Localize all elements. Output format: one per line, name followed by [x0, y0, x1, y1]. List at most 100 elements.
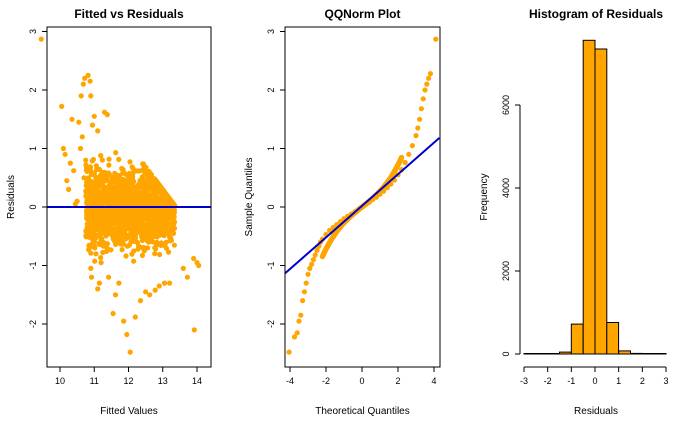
- data-point: [95, 286, 101, 292]
- x-tick-label: 3: [663, 376, 668, 386]
- data-point: [131, 217, 137, 223]
- x-tick-label: 0: [359, 376, 364, 386]
- data-point: [112, 175, 118, 181]
- data-point: [115, 180, 121, 186]
- data-point: [152, 177, 158, 183]
- data-point: [123, 209, 129, 215]
- data-point: [88, 274, 95, 280]
- data-point: [119, 188, 125, 194]
- y-tick-label: -1: [266, 261, 276, 269]
- data-point: [119, 198, 125, 204]
- data-point: [132, 314, 138, 320]
- data-point: [59, 103, 65, 109]
- histogram-bar: [653, 353, 667, 355]
- data-point: [309, 261, 315, 267]
- data-point: [74, 198, 80, 204]
- data-point: [98, 260, 104, 266]
- plot-frame: [284, 26, 441, 368]
- data-point: [170, 208, 176, 214]
- histogram-bar: [570, 323, 584, 355]
- data-point: [127, 178, 133, 184]
- data-point: [143, 202, 149, 208]
- data-point: [286, 349, 292, 355]
- data-point: [121, 221, 127, 227]
- histogram-bar: [559, 351, 572, 355]
- data-point: [147, 292, 153, 298]
- y-axis-label: Residuals: [6, 175, 17, 219]
- x-tick-label: -4: [286, 376, 294, 386]
- data-point: [87, 168, 93, 174]
- y-tick-label: 3: [28, 29, 38, 34]
- data-point: [152, 287, 158, 293]
- data-point: [154, 223, 160, 229]
- data-point: [106, 186, 112, 192]
- histogram-bar: [630, 352, 643, 355]
- data-point: [377, 191, 383, 197]
- data-point: [119, 247, 125, 253]
- data-point: [196, 262, 202, 269]
- data-point: [127, 349, 133, 355]
- data-point: [88, 191, 94, 197]
- data-point: [112, 195, 118, 201]
- x-axis-label: Residuals: [574, 406, 618, 417]
- data-point: [91, 170, 97, 176]
- data-point: [124, 331, 130, 338]
- x-axis-label: Theoretical Quantiles: [315, 406, 410, 417]
- data-point: [427, 71, 433, 77]
- data-point: [140, 161, 146, 167]
- x-tick-label: 2: [640, 376, 645, 386]
- histogram-bar: [606, 322, 620, 355]
- data-point: [426, 75, 432, 81]
- data-point: [151, 197, 158, 203]
- data-point: [131, 258, 137, 264]
- data-point: [103, 213, 109, 219]
- data-point: [424, 81, 430, 87]
- data-point: [83, 162, 89, 168]
- data-point: [71, 168, 77, 174]
- data-point: [191, 327, 197, 333]
- data-point: [116, 214, 122, 220]
- data-point: [132, 168, 138, 174]
- data-point: [294, 330, 300, 336]
- data-point: [81, 175, 87, 181]
- data-point: [108, 217, 115, 223]
- data-point: [127, 159, 133, 165]
- data-point: [90, 180, 96, 186]
- data-point: [161, 214, 167, 220]
- data-point: [139, 198, 145, 204]
- y-tick-label: 3: [266, 29, 276, 34]
- x-tick-label: -1: [567, 376, 575, 386]
- data-point: [152, 251, 158, 257]
- y-tick-label: 4000: [501, 178, 511, 198]
- data-point: [127, 170, 133, 176]
- data-point: [133, 193, 139, 199]
- data-point: [298, 312, 304, 318]
- data-point: [77, 145, 84, 152]
- data-point: [123, 232, 129, 238]
- data-point: [115, 227, 121, 233]
- data-point: [97, 221, 103, 227]
- x-tick-label: -3: [520, 376, 528, 386]
- data-point: [125, 225, 131, 232]
- data-point: [151, 232, 158, 238]
- data-point: [109, 180, 115, 186]
- data-point: [136, 229, 142, 235]
- data-point: [89, 186, 95, 192]
- histogram-bar: [523, 353, 537, 355]
- data-point: [291, 334, 298, 340]
- chart-title: Fitted vs Residuals: [74, 7, 184, 21]
- x-tick-label: 13: [158, 376, 168, 386]
- data-point: [88, 250, 94, 256]
- data-point: [89, 208, 95, 214]
- data-point: [139, 237, 145, 243]
- data-point: [93, 251, 99, 257]
- data-point: [191, 255, 197, 262]
- data-point: [84, 228, 90, 234]
- data-point: [85, 72, 91, 78]
- y-axis-label: Frequency: [479, 173, 490, 220]
- data-point: [86, 217, 92, 223]
- data-point: [303, 280, 309, 286]
- data-point: [104, 241, 110, 247]
- data-point: [171, 242, 177, 248]
- data-point: [100, 195, 106, 201]
